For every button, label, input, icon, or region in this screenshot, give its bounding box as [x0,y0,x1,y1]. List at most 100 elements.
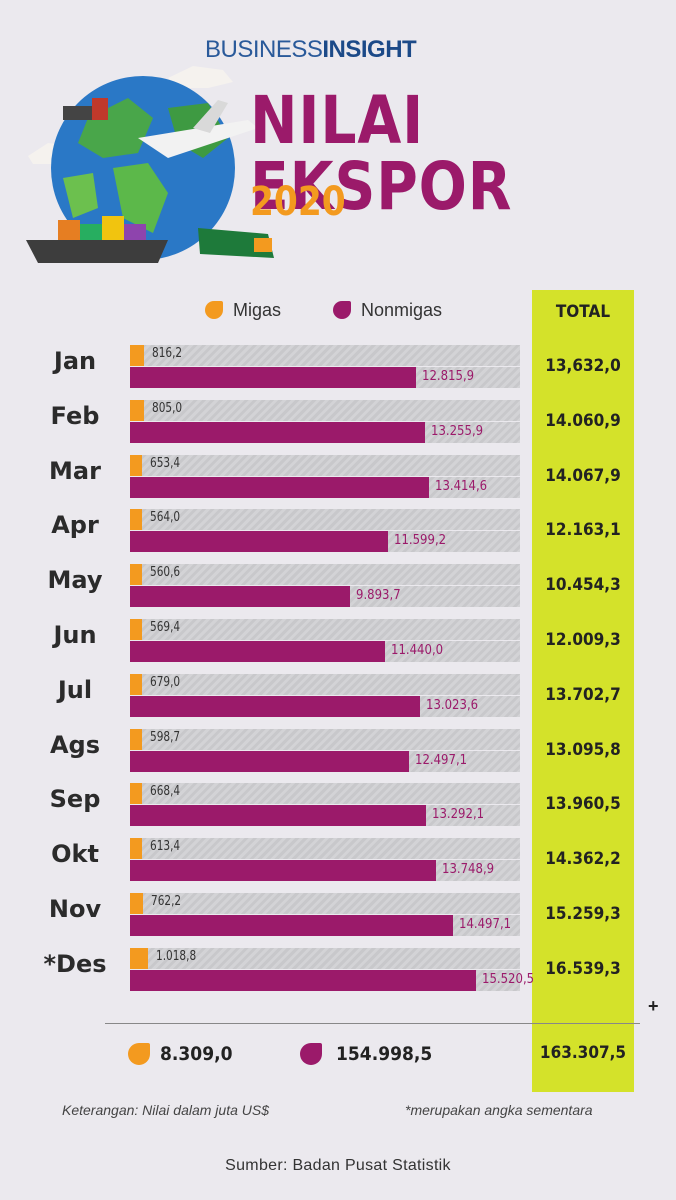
bar-track-migas [130,454,520,476]
total-value: 14.060,9 [545,410,621,431]
bar-nonmigas [130,421,426,443]
bar-migas [130,728,142,750]
migas-sum-icon [128,1043,150,1065]
total-value: 13.702,7 [545,684,621,705]
container-shape [102,216,124,240]
container-shape [80,224,102,240]
plus-sign: + [648,996,659,1016]
note-provisional: *merupakan angka sementara [405,1102,593,1118]
sum-migas: 8.309,0 [160,1043,233,1065]
data-label-migas: 564,0 [150,510,181,526]
export-illustration [26,66,274,263]
month-label: Feb [50,401,100,430]
month-label: May [47,566,103,595]
total-value: 13.095,8 [545,739,621,760]
data-label-nonmigas: 15.520,5 [481,971,534,987]
continent-shape [63,173,98,218]
nonmigas-legend-icon [333,301,351,319]
total-value: 14.362,2 [545,849,621,870]
bar-track-migas [130,947,520,969]
source-credit: Sumber: Badan Pusat Statistik [225,1157,451,1174]
total-value: 12.009,3 [545,630,621,650]
bar-track-migas [130,619,520,640]
month-label: *Des [43,949,107,978]
bar-nonmigas [130,695,421,717]
truck-icon [63,106,101,120]
bar-nonmigas [130,805,427,827]
data-label-migas: 569,4 [150,620,181,635]
continent-shape [113,163,168,233]
month-label: Mar [49,456,101,485]
data-label-nonmigas: 14.497,1 [459,917,512,932]
total-value: 16.539,3 [545,958,621,979]
month-label: Nov [48,895,102,923]
data-label-migas: 762,2 [151,894,182,909]
bar-track-migas [130,783,520,805]
data-label-nonmigas: 13.292,1 [432,807,485,823]
bar-track-migas [130,399,520,421]
bar-nonmigas [130,641,385,662]
month-label: Ags [49,730,101,759]
bar-track-migas [130,728,520,750]
legend-nonmigas: Nonmigas [333,300,442,321]
bar-migas [130,838,142,860]
brand-logo: BUSINESSINSIGHT [205,36,417,64]
total-column [532,290,634,1092]
bar-nonmigas [130,860,437,882]
total-value: 14.067,9 [545,465,621,486]
data-label-migas: 598,7 [150,729,181,745]
brand-text-bold: INSIGHT [322,36,417,63]
month-label: Jun [53,621,97,649]
data-label-nonmigas: 9.893,7 [356,588,402,604]
sum-total: 163.307,5 [539,1043,627,1063]
data-label-nonmigas: 12.815,9 [421,369,474,384]
bar-track-migas [130,564,520,586]
month-label: Jan [53,347,97,375]
airplane-wing [193,100,228,133]
total-value: 13,632,0 [545,356,621,376]
data-label-migas: 816,2 [152,346,183,361]
bar-nonmigas [130,750,409,772]
bar-migas [130,345,145,366]
data-label-migas: 613,4 [150,839,181,855]
train-front [254,238,272,252]
month-label: Okt [51,840,99,869]
airplane-icon [138,120,258,158]
bar-nonmigas [130,367,416,388]
legend-label-migas: Migas [233,300,282,320]
month-label: Jul [57,675,93,704]
brand-text-plain: BUSINESS [205,36,323,63]
bar-migas [130,399,145,421]
total-value: 15.259,3 [545,904,621,924]
bar-migas [130,673,142,695]
legend-migas: Migas [205,300,281,321]
data-label-nonmigas: 13.255,9 [431,423,484,439]
data-label-migas: 560,6 [150,565,181,581]
bar-migas [130,893,144,914]
total-value: 10.454,3 [545,575,621,596]
bar-migas [130,947,148,969]
bar-nonmigas [130,531,389,553]
bar-migas [130,783,142,805]
sum-nonmigas: 154.998,5 [336,1043,433,1065]
data-label-nonmigas: 12.497,1 [414,752,467,768]
nonmigas-sum-icon [300,1043,322,1065]
legend-label-nonmigas: Nonmigas [361,300,443,320]
data-label-migas: 668,4 [150,784,181,800]
bar-migas [130,619,142,640]
bar-nonmigas [130,969,476,991]
cloud-shape [168,66,233,88]
bar-track-migas [130,345,520,366]
data-label-nonmigas: 13.023,6 [426,697,479,713]
data-label-nonmigas: 11.440,0 [390,643,444,658]
container-shape [58,220,80,240]
bar-track-migas [130,893,520,914]
bar-migas [130,564,142,586]
bar-nonmigas [130,915,454,936]
data-label-migas: 679,0 [150,674,181,690]
continent-shape [78,98,153,158]
month-label: Apr [51,511,99,540]
data-label-migas: 653,4 [150,455,181,471]
migas-legend-icon [205,301,223,319]
summary-divider [105,1023,640,1024]
